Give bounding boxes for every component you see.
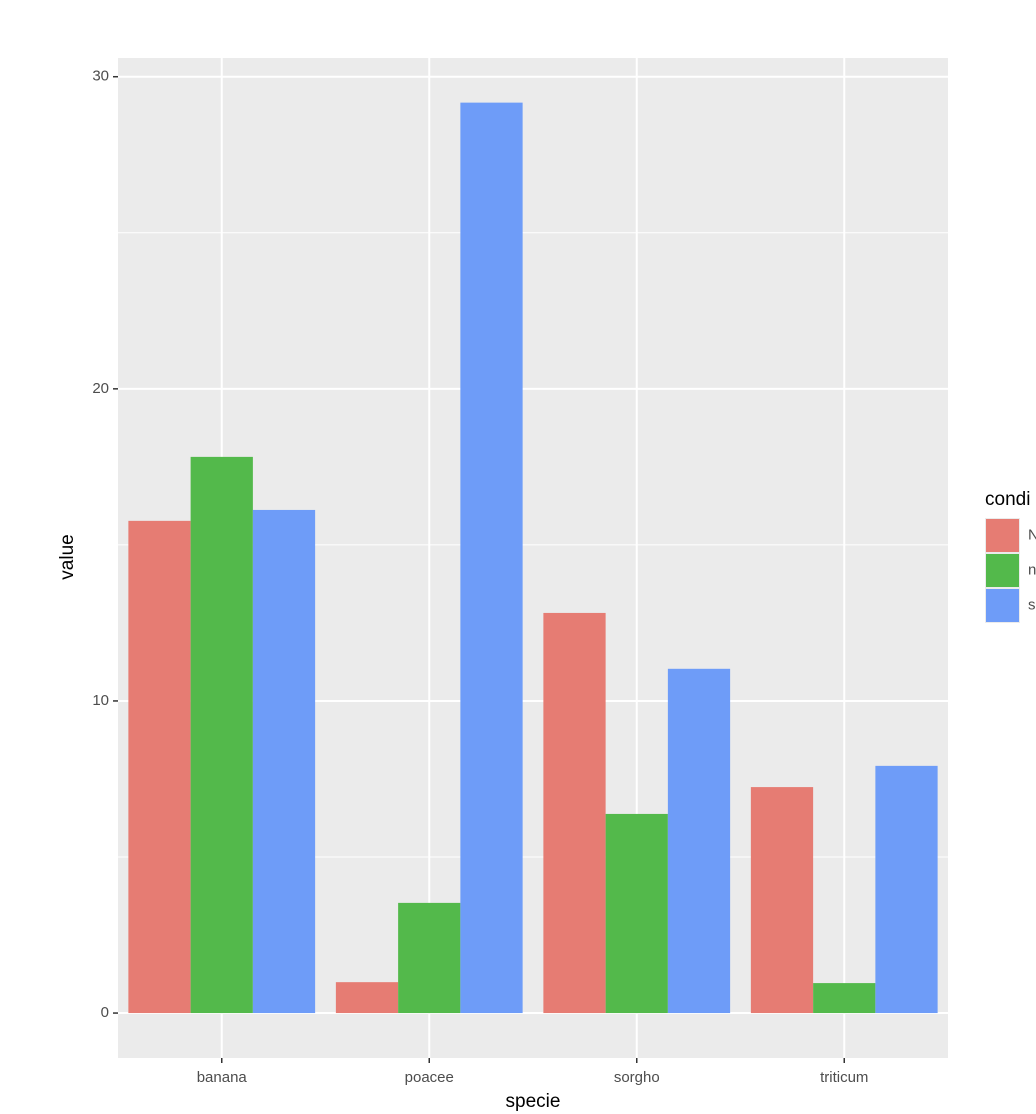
y-tick-label: 10 <box>92 692 109 709</box>
x-tick-label: triticum <box>820 1069 868 1086</box>
bar <box>875 765 938 1014</box>
bar <box>543 612 606 1014</box>
legend-label: N <box>1028 526 1036 543</box>
y-axis-title: value <box>57 534 78 579</box>
y-tick-label: 0 <box>101 1004 109 1021</box>
bar <box>460 102 523 1014</box>
bar <box>813 983 876 1014</box>
bar <box>252 509 316 1014</box>
y-tick-label: 20 <box>92 380 109 397</box>
bar <box>605 813 668 1014</box>
legend-title: condi <box>985 489 1030 510</box>
x-axis-title: specie <box>506 1091 561 1112</box>
bar <box>398 902 461 1014</box>
bar <box>190 456 253 1014</box>
x-tick-label: banana <box>197 1069 248 1086</box>
x-tick-label: sorgho <box>614 1069 660 1086</box>
bar <box>750 787 814 1014</box>
y-tick-label: 30 <box>92 68 109 85</box>
legend-label: n <box>1028 561 1036 578</box>
legend-swatch <box>986 519 1019 552</box>
bar <box>667 668 731 1014</box>
x-tick-label: poacee <box>405 1069 454 1086</box>
bar <box>128 520 191 1014</box>
legend-swatch <box>986 589 1019 622</box>
bar <box>335 982 399 1014</box>
legend-swatch <box>986 554 1019 587</box>
legend-label: s <box>1028 596 1036 613</box>
